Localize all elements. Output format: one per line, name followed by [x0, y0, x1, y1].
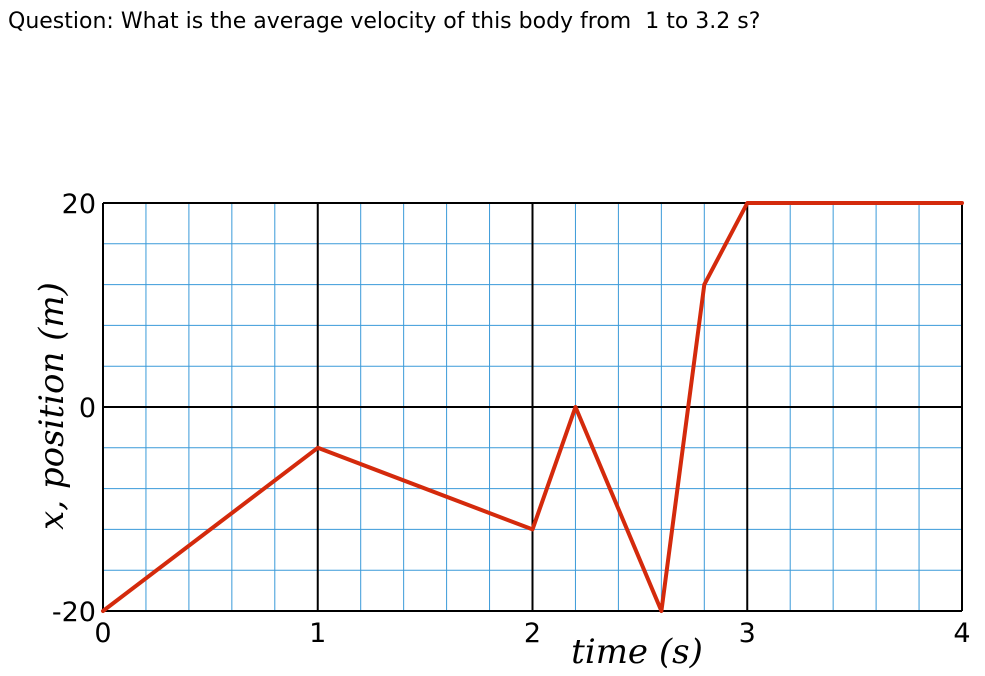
x-tick-label: 3: [739, 618, 756, 649]
series-line-0: [101, 201, 964, 613]
x-tick-label: 4: [953, 618, 970, 649]
question-text: Question: What is the average velocity o…: [8, 9, 760, 34]
x-tick-label: 0: [94, 618, 111, 649]
x-tick-label: 2: [524, 618, 541, 649]
y-tick-label: 20: [62, 189, 96, 220]
x-tick-labels: 0 1 2 3 4: [94, 618, 970, 649]
y-tick-label: 0: [79, 393, 96, 424]
x-axis-label: time (s): [571, 632, 703, 672]
y-axis-label: x, position (m): [32, 282, 72, 530]
y-tick-labels: -20 0 20: [52, 189, 96, 628]
x-tick-label: 1: [309, 618, 326, 649]
question-label: Question:: [8, 9, 114, 34]
series-group: [101, 201, 964, 613]
major-grid: [102, 202, 963, 612]
question-body: What is the average velocity of this bod…: [120, 9, 761, 34]
y-tick-label: -20: [52, 597, 96, 628]
